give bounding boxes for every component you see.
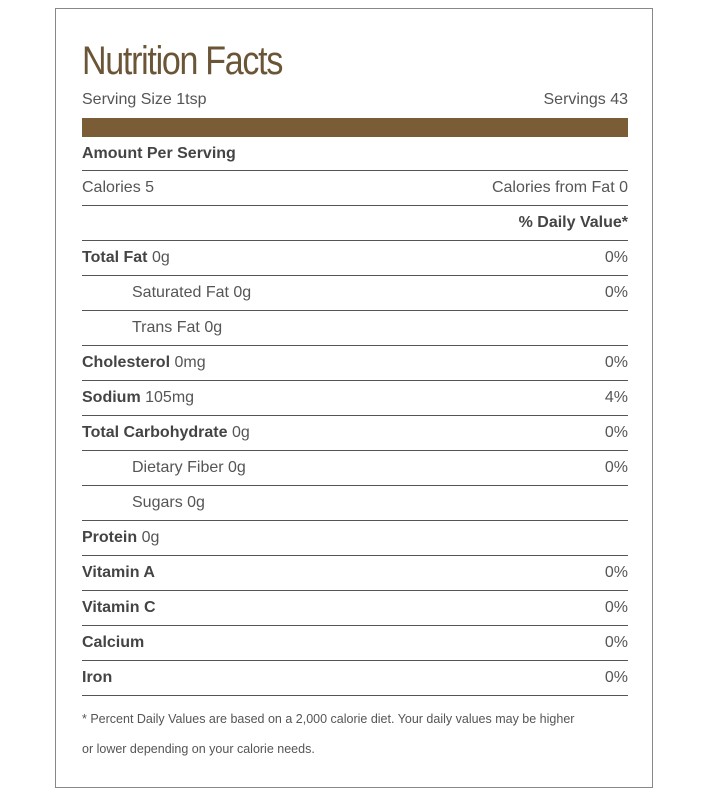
nutrient-amount: 0g xyxy=(228,459,246,476)
daily-value: 0% xyxy=(604,564,628,581)
nutrient-name: Vitamin C xyxy=(82,599,156,616)
daily-value: 0% xyxy=(604,599,628,616)
nutrient-name: Sugars xyxy=(132,494,183,511)
nutrient: Protein 0g xyxy=(82,529,159,547)
servings: Servings 43 xyxy=(543,91,629,108)
nutrient-row: Total Carbohydrate 0g 0% xyxy=(82,416,628,451)
daily-value: 4% xyxy=(604,389,628,406)
nutrient-name: Sodium xyxy=(82,389,141,406)
nutrient-name: Iron xyxy=(82,669,113,686)
amount-header: Amount Per Serving xyxy=(82,144,236,162)
nutrient: Total Fat 0g xyxy=(82,249,170,267)
nutrient-row: Saturated Fat 0g 0% xyxy=(82,276,628,311)
nutrient-amount: 0mg xyxy=(174,354,206,371)
nutrient: Sodium 105mg xyxy=(82,389,194,407)
nutrient: Dietary Fiber 0g xyxy=(82,459,246,477)
daily-value: 0% xyxy=(604,249,628,266)
nutrient-amount: 0g xyxy=(151,249,170,266)
footnote-line: or lower depending on your calorie needs… xyxy=(82,742,315,756)
nutrient-row: Dietary Fiber 0g 0% xyxy=(82,451,628,486)
nutrient: Saturated Fat 0g xyxy=(82,284,251,302)
nutrient: Iron xyxy=(82,669,112,687)
nutrient-row: Vitamin A 0% xyxy=(82,556,628,591)
calories-row: Calories 5 Calories from Fat 0 xyxy=(82,171,628,206)
nutrient: Vitamin C xyxy=(82,599,156,617)
nutrient-name: Vitamin A xyxy=(82,564,155,581)
nutrient-amount: 0g xyxy=(233,284,252,301)
daily-value: 0% xyxy=(604,459,628,476)
nutrient-row: Trans Fat 0g xyxy=(82,311,628,346)
nutrient-row: Iron 0% xyxy=(82,661,628,696)
daily-value: 0% xyxy=(604,424,628,441)
title: Nutrition Facts xyxy=(82,39,283,83)
daily-value: 0% xyxy=(604,354,628,371)
nutrient-row: Sodium 105mg 4% xyxy=(82,381,628,416)
nutrient-row: Cholesterol 0mg 0% xyxy=(82,346,628,381)
nutrient: Vitamin A xyxy=(82,564,155,582)
rows: Amount Per Serving Calories 5 Calories f… xyxy=(82,137,628,696)
nutrient-name: Saturated Fat xyxy=(132,284,229,301)
calories-from-fat: Calories from Fat 0 xyxy=(491,179,628,196)
nutrient: Trans Fat 0g xyxy=(82,319,222,337)
nutrient-name: Total Carbohydrate xyxy=(82,424,228,441)
nutrient-name: Calcium xyxy=(82,634,145,651)
nutrient-name: Cholesterol xyxy=(82,354,171,371)
nutrient-name: Protein xyxy=(82,529,138,546)
nutrient-amount: 105mg xyxy=(145,389,195,406)
dv-row: % Daily Value* xyxy=(82,206,628,241)
nutrient: Total Carbohydrate 0g xyxy=(82,424,250,442)
amount-row: Amount Per Serving xyxy=(82,137,628,171)
nutrient-row: Protein 0g xyxy=(82,521,628,556)
nutrient-row: Sugars 0g xyxy=(82,486,628,521)
header-bar xyxy=(82,118,628,137)
serving-row: Serving Size 1tsp Servings 43 xyxy=(82,91,628,113)
nutrient: Sugars 0g xyxy=(82,494,205,512)
nutrient-name: Total Fat xyxy=(82,249,148,266)
dv-header: % Daily Value* xyxy=(518,214,628,231)
nutrient-amount: 0g xyxy=(187,494,205,511)
serving-size: Serving Size 1tsp xyxy=(82,91,207,108)
nutrient-name: Dietary Fiber xyxy=(132,459,224,476)
footnote: * Percent Daily Values are based on a 2,… xyxy=(82,704,628,764)
footnote-line: * Percent Daily Values are based on a 2,… xyxy=(82,712,575,726)
daily-value: 0% xyxy=(604,634,628,651)
nutrient-row: Total Fat 0g 0% xyxy=(82,241,628,276)
nutrient: Calcium xyxy=(82,634,144,652)
nutrient-row: Calcium 0% xyxy=(82,626,628,661)
nutrient: Cholesterol 0mg xyxy=(82,354,206,372)
nutrient-amount: 0g xyxy=(231,424,250,441)
nutrient-name: Trans Fat xyxy=(132,319,200,336)
nutrient-row: Vitamin C 0% xyxy=(82,591,628,626)
daily-value: 0% xyxy=(604,669,628,686)
nutrient-amount: 0g xyxy=(204,319,223,336)
daily-value: 0% xyxy=(604,284,628,301)
calories: Calories 5 xyxy=(82,179,155,196)
nutrition-label: Nutrition Facts Serving Size 1tsp Servin… xyxy=(55,8,653,788)
nutrient-amount: 0g xyxy=(141,529,160,546)
